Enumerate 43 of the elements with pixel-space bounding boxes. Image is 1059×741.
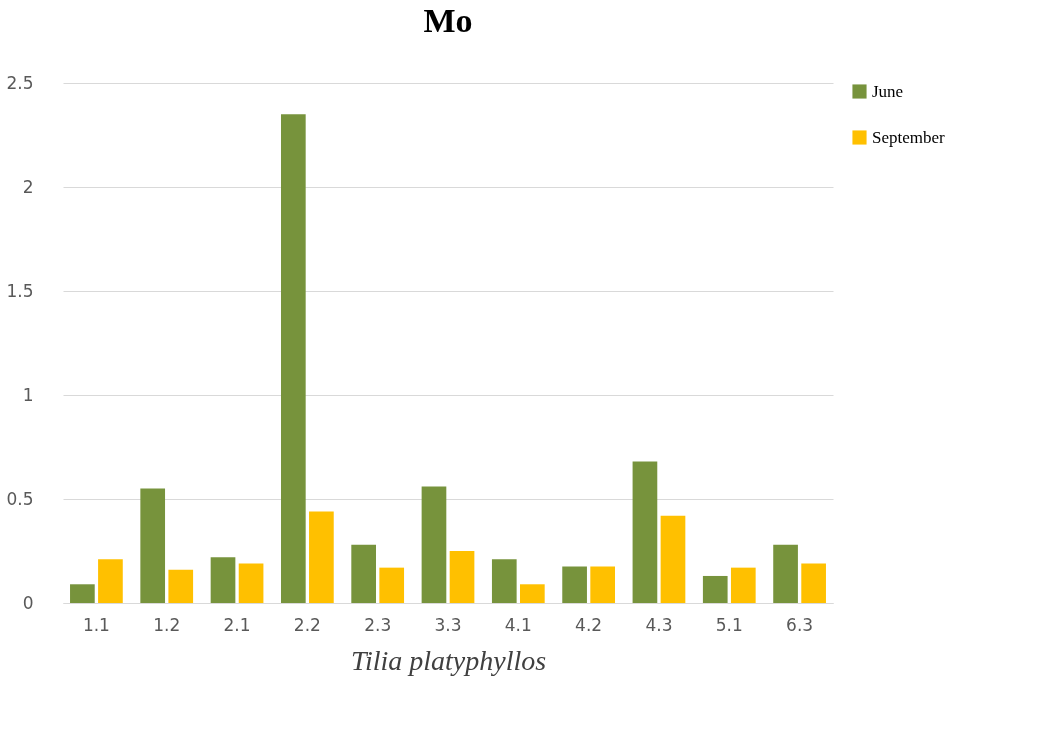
bar [449, 551, 475, 603]
bar [562, 566, 587, 603]
bar [168, 569, 194, 603]
y-tick-label: 2.5 [6, 72, 34, 93]
bar [660, 515, 686, 603]
bar [280, 114, 306, 603]
bar [309, 511, 334, 603]
bar [491, 559, 517, 603]
x-tick-label: 4.1 [504, 614, 532, 635]
x-tick-label: 4.3 [645, 614, 673, 635]
legend-label: June [872, 81, 904, 101]
y-tick-label: 1 [22, 384, 34, 405]
legend-label: September [872, 127, 946, 147]
bar [632, 461, 658, 603]
bar [140, 488, 166, 603]
bar [520, 584, 545, 603]
x-tick-label: 2.3 [364, 614, 392, 635]
bar [421, 486, 447, 603]
bar [70, 584, 95, 603]
x-tick-label: 4.2 [575, 614, 603, 635]
y-tick-label: 0.5 [6, 488, 34, 509]
x-axis-title: Tilia platyphyllos [350, 644, 547, 676]
bar [210, 557, 236, 603]
x-tick-label: 1.2 [153, 614, 181, 635]
x-tick-label: 2.1 [223, 614, 251, 635]
y-tick-label: 1.5 [6, 280, 34, 301]
bar [590, 566, 616, 603]
x-tick-label: 6.3 [786, 614, 814, 635]
bar [238, 563, 264, 603]
bar [801, 563, 826, 603]
bar [379, 567, 405, 603]
chart-title: Mo [423, 2, 473, 39]
bar [773, 544, 798, 603]
bar [702, 575, 728, 603]
y-tick-label: 2 [22, 176, 34, 197]
bar [730, 567, 756, 603]
x-tick-label: 1.1 [82, 614, 110, 635]
y-tick-label: 0 [22, 592, 34, 613]
x-tick-label: 2.2 [293, 614, 321, 635]
bar [351, 544, 376, 603]
x-tick-label: 5.1 [715, 614, 743, 635]
bar [98, 559, 123, 603]
x-tick-label: 3.3 [434, 614, 462, 635]
